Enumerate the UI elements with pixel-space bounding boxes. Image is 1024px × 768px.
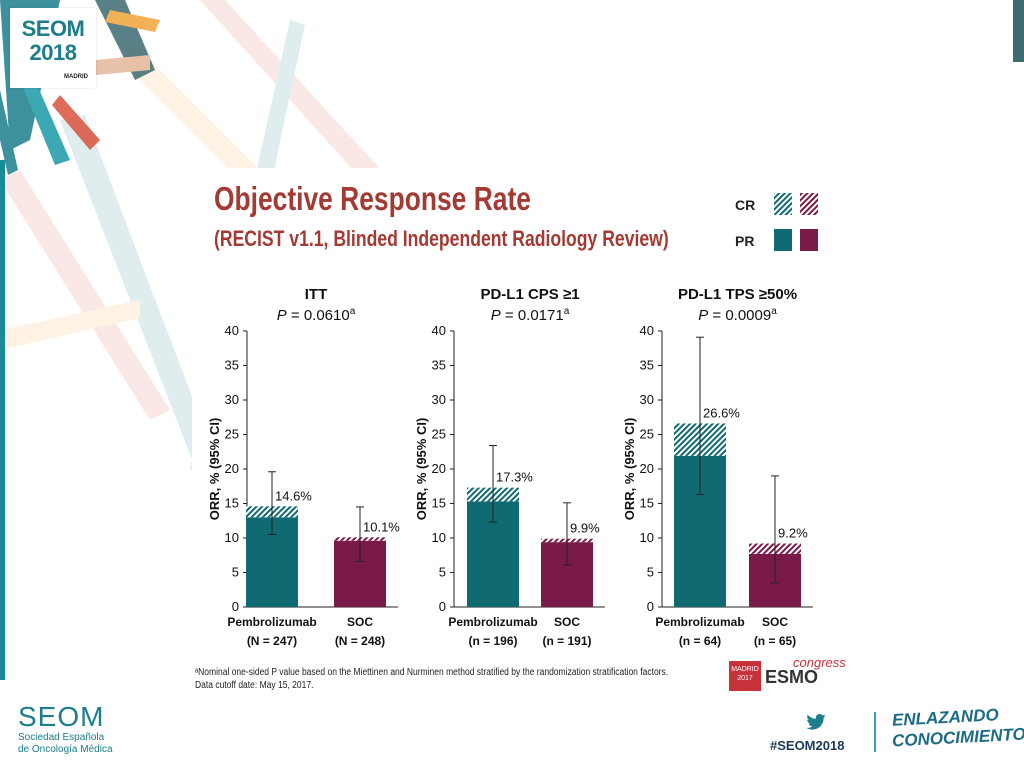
slide-subtitle: (RECIST v1.1, Blinded Independent Radiol… xyxy=(214,226,669,251)
y-tick-label: 0 xyxy=(232,599,239,614)
category-name: Pembrolizumab xyxy=(227,615,316,629)
y-tick-label: 0 xyxy=(439,599,446,614)
y-tick-label: 15 xyxy=(640,496,654,511)
esmo-congress-word: congress xyxy=(793,655,846,670)
category-name: Pembrolizumab xyxy=(655,615,744,629)
legend-swatch-pr-1 xyxy=(800,229,818,251)
logo-line2: 2018 xyxy=(29,40,77,65)
seom-society-logo: SEOM Sociedad Española de Oncología Médi… xyxy=(18,702,113,756)
bar-total-label: 17.3% xyxy=(496,470,533,485)
category-n: (n = 65) xyxy=(754,634,796,648)
y-tick-label: 15 xyxy=(225,496,239,511)
esmo-wordmark: ESMO xyxy=(765,667,819,687)
esmo-congress-logo: MADRID 2017 ESMO congress xyxy=(729,655,846,693)
category-name: SOC xyxy=(762,615,788,629)
category-name: Pembrolizumab xyxy=(448,615,537,629)
category-name: SOC xyxy=(554,615,580,629)
y-axis-label: ORR, % (95% CI) xyxy=(414,418,429,521)
bar-total-label: 9.2% xyxy=(778,526,808,541)
category-n: (N = 248) xyxy=(335,634,385,648)
y-tick-label: 40 xyxy=(640,323,654,338)
panel-pvalue: P = 0.0009a xyxy=(698,306,777,324)
event-hashtag: #SEOM2018 xyxy=(770,738,845,753)
chart-panel-2: PD-L1 CPS ≥1 P = 0.0171a 0 5 10 15 20 25 30 35 40 O… xyxy=(414,286,605,648)
chart-panels: ITT P = 0.0610a 0 5 10 15 20 25 30 35 40 ORR, % (95… xyxy=(207,286,813,648)
esmo-badge-city: MADRID xyxy=(731,666,759,673)
category-n: (n = 64) xyxy=(679,634,721,648)
left-accent-bar xyxy=(0,160,5,680)
seom-subtitle-2: de Oncología Médica xyxy=(18,744,113,755)
y-tick-label: 25 xyxy=(432,427,446,442)
category-n: (N = 247) xyxy=(247,634,297,648)
bar-total-label: 14.6% xyxy=(275,488,312,503)
bar-total-label: 9.9% xyxy=(570,521,600,536)
y-tick-label: 5 xyxy=(439,565,446,580)
y-tick-label: 20 xyxy=(640,461,654,476)
y-tick-label: 35 xyxy=(640,358,654,373)
y-tick-label: 5 xyxy=(232,565,239,580)
seom-2018-logo: SEOM 2018 MADRID xyxy=(10,8,96,88)
orr-charts: CR PR ITT P = 0.0610a 0 5 10 15 20 25 30 35 40 ORR, … xyxy=(207,193,818,648)
y-tick-label: 5 xyxy=(647,565,654,580)
panel-pvalue: P = 0.0171a xyxy=(491,306,570,324)
y-tick-label: 10 xyxy=(432,530,446,545)
legend-swatch-pr-0 xyxy=(774,229,792,251)
y-axis-label: ORR, % (95% CI) xyxy=(207,418,222,521)
footnote-pvalue: ᵃNominal one-sided P value based on the … xyxy=(195,667,669,678)
y-tick-label: 10 xyxy=(640,530,654,545)
chart-panel-1: ITT P = 0.0610a 0 5 10 15 20 25 30 35 40 ORR, % (95… xyxy=(207,286,400,648)
logo-city: MADRID xyxy=(64,74,88,80)
category-n: (n = 191) xyxy=(542,634,591,648)
chart-panel-3: PD-L1 TPS ≥50% P = 0.0009a 0 5 10 15 20 25 30 35 4… xyxy=(622,286,813,648)
legend: CR PR xyxy=(735,193,818,251)
y-tick-label: 40 xyxy=(432,323,446,338)
y-tick-label: 30 xyxy=(640,392,654,407)
seom-wordmark: SEOM xyxy=(18,701,105,732)
y-tick-label: 20 xyxy=(225,461,239,476)
y-tick-label: 30 xyxy=(225,392,239,407)
esmo-badge: MADRID 2017 xyxy=(729,661,761,691)
legend-label-pr: PR xyxy=(735,233,754,249)
slide-title: Objective Response Rate xyxy=(214,180,531,217)
panel-title: ITT xyxy=(305,286,328,303)
legend-label-cr: CR xyxy=(735,197,755,213)
bar-total-label: 10.1% xyxy=(363,519,400,534)
slide-panel: Objective Response Rate (RECIST v1.1, Bl… xyxy=(192,168,846,695)
y-tick-label: 30 xyxy=(432,392,446,407)
footnote-cutoff: Data cutoff date: May 15, 2017. xyxy=(195,680,314,691)
logo-line1: SEOM xyxy=(21,16,85,41)
y-tick-label: 35 xyxy=(432,358,446,373)
y-tick-label: 35 xyxy=(225,358,239,373)
seom-subtitle-1: Sociedad Española xyxy=(18,732,105,743)
y-tick-label: 15 xyxy=(432,496,446,511)
y-tick-label: 40 xyxy=(225,323,239,338)
legend-swatch-cr-0 xyxy=(774,193,792,215)
y-tick-label: 20 xyxy=(432,461,446,476)
right-accent-tab xyxy=(1013,0,1024,62)
twitter-bird-icon xyxy=(806,714,826,730)
panel-pvalue: P = 0.0610a xyxy=(277,306,356,324)
y-tick-label: 25 xyxy=(225,427,239,442)
y-axis-label: ORR, % (95% CI) xyxy=(622,418,637,521)
panel-title: PD-L1 CPS ≥1 xyxy=(480,286,579,303)
esmo-badge-year: 2017 xyxy=(737,675,753,682)
y-tick-label: 25 xyxy=(640,427,654,442)
category-n: (n = 196) xyxy=(468,634,517,648)
y-tick-label: 10 xyxy=(225,530,239,545)
footer-divider xyxy=(874,712,876,752)
bar-total-label: 26.6% xyxy=(703,405,740,420)
panel-title: PD-L1 TPS ≥50% xyxy=(678,286,797,303)
legend-swatch-cr-1 xyxy=(800,193,818,215)
y-tick-label: 0 xyxy=(647,599,654,614)
category-name: SOC xyxy=(347,615,373,629)
